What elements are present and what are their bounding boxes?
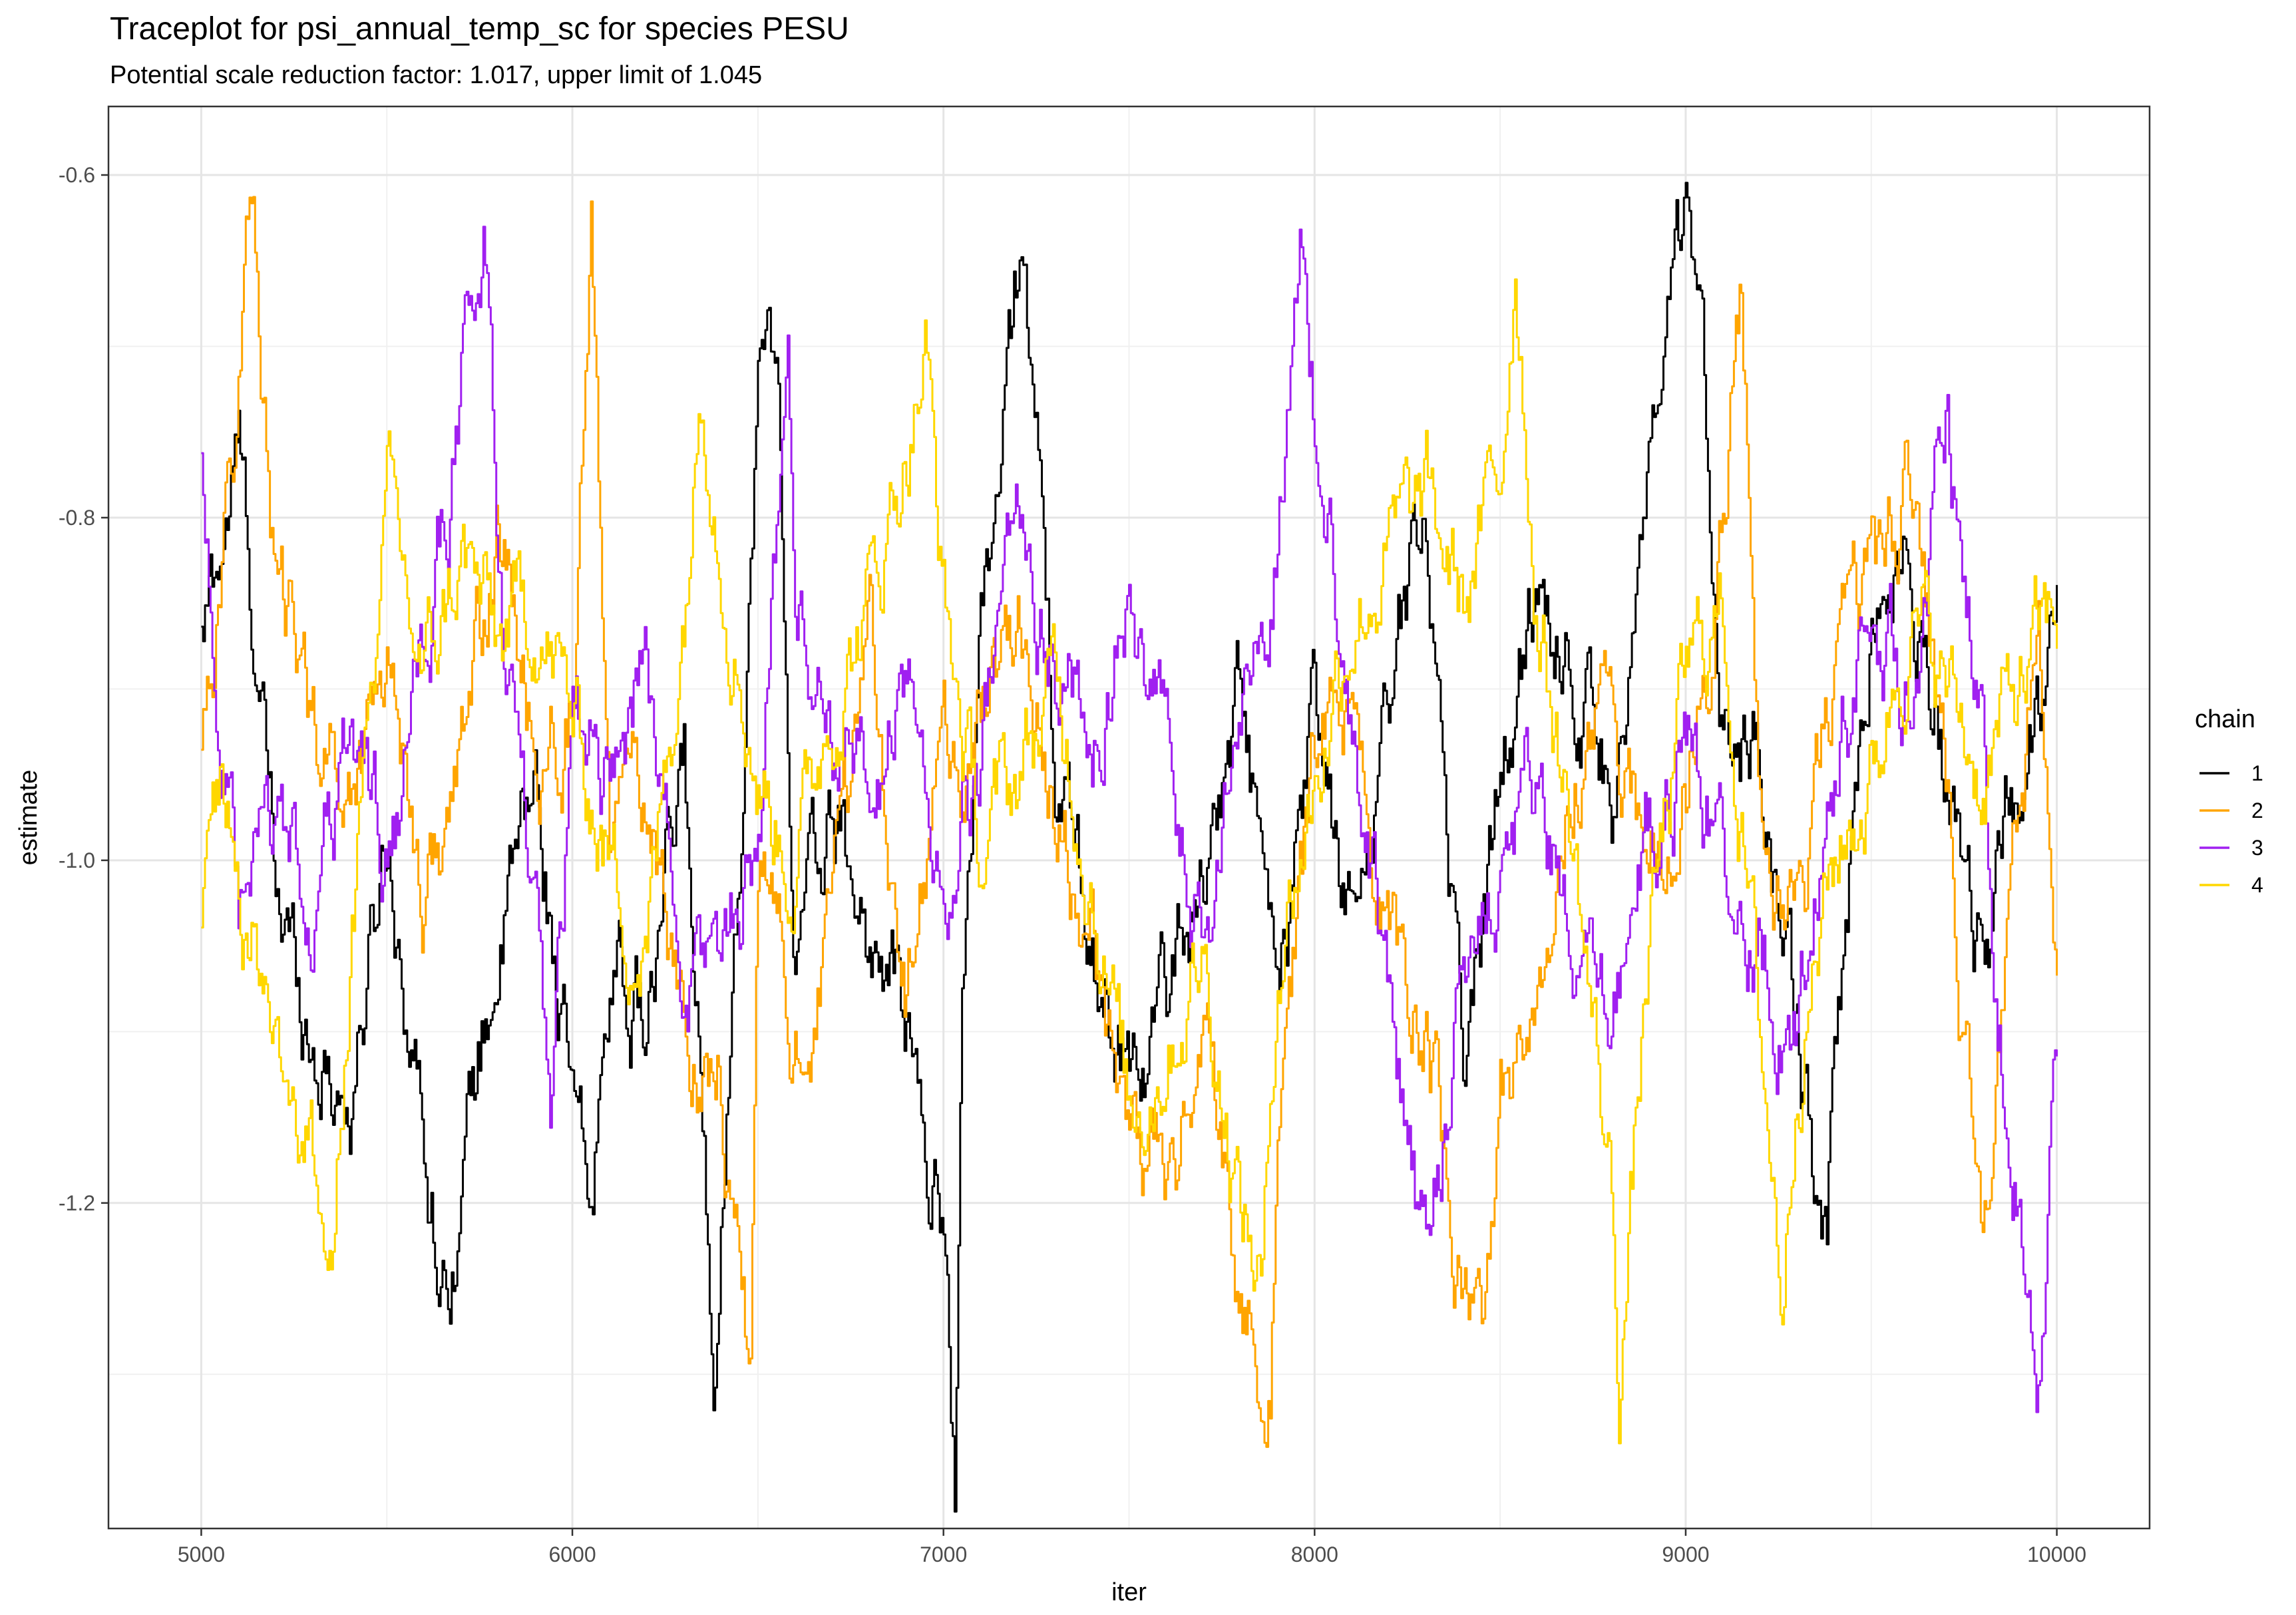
series-line-chain-2 xyxy=(201,196,2058,1448)
legend-label-chain-2: 2 xyxy=(2251,799,2263,822)
legend: chain 1 2 3 4 xyxy=(2195,705,2263,897)
legend-title: chain xyxy=(2195,705,2255,733)
series-line-chain-3 xyxy=(201,226,2058,1413)
x-axis: 5000 6000 7000 8000 9000 10000 xyxy=(178,1528,2086,1566)
major-gridlines xyxy=(108,106,2150,1528)
x-tick-label: 6000 xyxy=(548,1542,596,1566)
minor-gridlines xyxy=(108,106,2150,1528)
y-tick-label: -1.0 xyxy=(59,848,95,872)
x-tick-label: 7000 xyxy=(920,1542,967,1566)
legend-label-chain-4: 4 xyxy=(2251,873,2263,897)
x-tick-label: 5000 xyxy=(178,1542,225,1566)
legend-label-chain-1: 1 xyxy=(2251,761,2263,785)
x-axis-title: iter xyxy=(1111,1578,1147,1606)
x-tick-label: 8000 xyxy=(1291,1542,1338,1566)
y-axis-title: estimate xyxy=(15,770,43,866)
y-tick-label: -1.2 xyxy=(59,1191,95,1215)
y-tick-label: -0.8 xyxy=(59,506,95,530)
x-tick-label: 10000 xyxy=(2027,1542,2086,1566)
series-line-chain-4 xyxy=(201,278,2058,1445)
y-axis: -1.2 -1.0 -0.8 -0.6 xyxy=(59,163,108,1215)
legend-label-chain-3: 3 xyxy=(2251,836,2263,860)
series-line-chain-1 xyxy=(201,182,2058,1513)
chart-title: Traceplot for psi_annual_temp_sc for spe… xyxy=(110,11,849,47)
y-tick-label: -0.6 xyxy=(59,163,95,187)
panel-border xyxy=(107,105,2151,1530)
series-layer xyxy=(201,182,2058,1513)
chart-subtitle: Potential scale reduction factor: 1.017,… xyxy=(110,61,763,89)
x-tick-label: 9000 xyxy=(1662,1542,1709,1566)
